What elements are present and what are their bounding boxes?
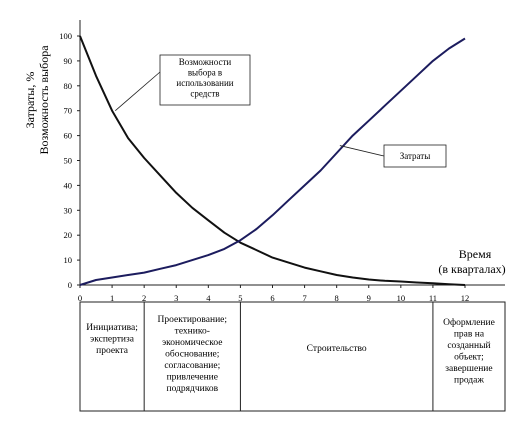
phase-label-1: Проектирование; bbox=[158, 315, 228, 325]
phase-label-2: Строительство bbox=[307, 344, 367, 354]
phase-label-3: продаж bbox=[454, 376, 484, 386]
annotation-leader-choice bbox=[115, 71, 161, 112]
annotation-box-choice bbox=[159, 54, 251, 106]
phase-table-frame bbox=[79, 301, 506, 412]
phase-label-1: согласование; bbox=[164, 361, 220, 371]
y-tick-label: 10 bbox=[64, 255, 73, 265]
phase-label-1: обоснование; bbox=[165, 349, 219, 360]
phase-label-3: Оформление bbox=[443, 317, 495, 328]
x-tick-label: 12 bbox=[461, 293, 470, 303]
x-tick-label: 3 bbox=[174, 293, 178, 303]
phase-label-1: привлечение bbox=[167, 373, 218, 383]
series-lines bbox=[79, 35, 466, 286]
y-tick-label: 70 bbox=[64, 106, 73, 116]
x-tick-label: 0 bbox=[78, 293, 82, 303]
y-tick-label: 50 bbox=[64, 156, 73, 166]
x-tick-label: 11 bbox=[429, 293, 437, 303]
phase-label-3: объект; bbox=[454, 352, 484, 363]
x-tick-label: 7 bbox=[302, 293, 306, 303]
x-tick-label: 5 bbox=[238, 293, 242, 303]
annotation-text-choice: использовании bbox=[176, 78, 233, 88]
y-tick-label: 100 bbox=[59, 31, 72, 41]
y-tick-label: 60 bbox=[64, 131, 73, 141]
x-tick-label: 1 bbox=[110, 293, 114, 303]
x-tick-label: 4 bbox=[206, 293, 211, 303]
y-tick-label: 30 bbox=[64, 205, 73, 215]
y-tick-label: 90 bbox=[64, 56, 73, 66]
y-tick-label: 40 bbox=[64, 180, 73, 190]
x-axis-label-line: (в кварталах) bbox=[438, 262, 505, 276]
phase-label-0: Инициатива; bbox=[86, 323, 138, 333]
x-tick-label: 2 bbox=[142, 293, 146, 303]
phase-label-3: завершение bbox=[445, 364, 492, 374]
annotation-leader-costs bbox=[339, 145, 385, 157]
x-axis-label-line: Время bbox=[459, 247, 492, 261]
x-tick-label: 8 bbox=[335, 293, 339, 303]
x-tick-label: 6 bbox=[270, 293, 274, 303]
phase-label-0: экспертиза bbox=[90, 335, 135, 345]
series-line-1 bbox=[79, 37, 466, 286]
x-tick-label: 10 bbox=[397, 293, 406, 303]
phase-label-3: прав на bbox=[454, 330, 485, 340]
axes bbox=[79, 20, 505, 286]
annotation-text-choice: средств bbox=[190, 89, 219, 99]
y-axis-label: Затраты, % Возможность выбора bbox=[23, 45, 51, 155]
y-axis-label-line: Возможность выбора bbox=[37, 45, 51, 155]
y-tick-label: 80 bbox=[64, 81, 73, 91]
annotation-text-costs: Затраты bbox=[400, 151, 431, 161]
y-tick-label: 0 bbox=[68, 280, 72, 290]
x-tick-label: 9 bbox=[367, 293, 371, 303]
phase-label-1: подрядчиков bbox=[167, 384, 219, 394]
y-tick-label: 20 bbox=[64, 230, 73, 240]
annotation-text-choice: Возможности bbox=[179, 57, 232, 67]
phase-label-1: технико- bbox=[175, 327, 210, 337]
phase-label-3: созданный bbox=[447, 340, 490, 351]
x-axis-label: Время(в кварталах) bbox=[438, 247, 505, 276]
x-ticks: 0 1 2 3 4 5 6 7 8 9 10 11 12 bbox=[78, 285, 469, 303]
y-axis-label-line: Затраты, % bbox=[23, 72, 37, 129]
phase-label-1: экономическое bbox=[162, 338, 222, 348]
annotation-text-choice: выбора в bbox=[188, 68, 222, 78]
y-ticks: 0 10 20 30 40 50 60 70 80 90 100 bbox=[59, 31, 80, 290]
series-line-0 bbox=[79, 35, 466, 286]
phase-label-0: проекта bbox=[96, 346, 129, 356]
